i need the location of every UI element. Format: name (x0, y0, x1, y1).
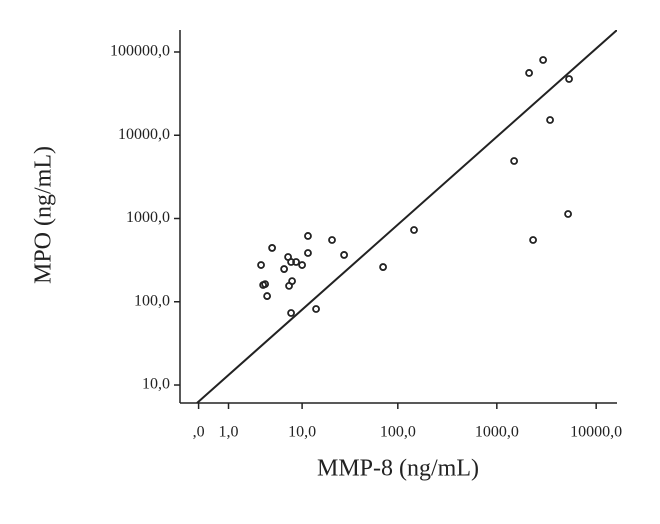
point (284, 253, 292, 261)
point (564, 210, 572, 218)
point (304, 249, 312, 257)
point (292, 258, 300, 266)
point (340, 251, 348, 259)
point (259, 281, 268, 289)
point (529, 236, 537, 244)
y-tick-label: 1000,0 (126, 209, 170, 226)
x-axis-label: MMP-8 (ng/mL) (317, 456, 479, 482)
point (268, 244, 277, 252)
reference-line (196, 30, 617, 403)
point (304, 232, 312, 240)
y-tick-label: 100,0 (134, 292, 170, 309)
point (280, 265, 289, 273)
x-tick-label: 10,0 (288, 424, 316, 441)
point (510, 157, 519, 165)
y-tick-label: 100000,0 (110, 43, 170, 60)
point (410, 226, 418, 234)
x-tick-label: 1,0 (219, 424, 239, 441)
point (565, 75, 573, 83)
point (328, 236, 336, 244)
point (539, 56, 548, 64)
y-tick-label: 10000,0 (118, 126, 170, 143)
point (263, 292, 272, 300)
point (257, 261, 265, 269)
point (546, 116, 554, 124)
y-axis-label: MPO (ng/mL) (31, 146, 57, 284)
point (298, 261, 307, 269)
point (312, 305, 320, 313)
x-tick-label: 1000,0 (475, 424, 519, 441)
x-tick-label: ,0 (193, 424, 205, 441)
point (287, 309, 295, 317)
x-tick-label: 10000,0 (570, 424, 622, 441)
point (525, 69, 533, 77)
point (285, 282, 293, 290)
x-tick-label: 100,0 (380, 424, 416, 441)
point (379, 263, 387, 271)
y-tick-label: 10,0 (142, 376, 170, 393)
